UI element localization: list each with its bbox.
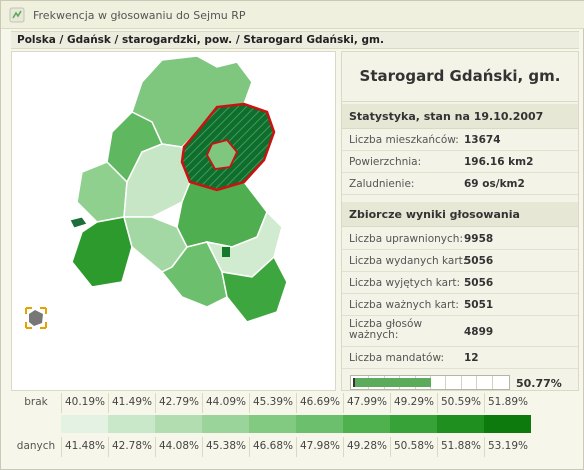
town-marker[interactable] <box>222 247 230 257</box>
legend-color-swatch <box>437 415 484 433</box>
result-label: Liczba ważnych kart: <box>349 299 459 311</box>
map-area[interactable] <box>11 51 336 391</box>
progress-tick <box>460 376 462 389</box>
turnout-percent: 50.77% <box>516 377 562 390</box>
legend-to-value: 45.38% <box>202 437 249 457</box>
results-header: Zbiorcze wyniki głosowania <box>342 202 578 227</box>
legend-from-value: 51.89% <box>484 393 531 413</box>
legend-color-swatch <box>484 415 531 433</box>
legend-color-swatch <box>343 415 390 433</box>
legend-from-value: 50.59% <box>437 393 484 413</box>
legend-side-label-bottom: danych <box>16 440 56 452</box>
legend-to-value: 42.78% <box>108 437 155 457</box>
result-value: 5051 <box>464 299 494 311</box>
zoom-out-icon[interactable] <box>25 307 47 329</box>
legend-from-value: 47.99% <box>343 393 390 413</box>
result-value: 4899 <box>464 326 494 338</box>
region-map[interactable] <box>12 52 335 390</box>
turnout-progress-fill <box>353 378 431 387</box>
result-label: Liczba mandatów: <box>349 352 444 364</box>
legend-to-value: 46.68% <box>249 437 296 457</box>
stat-row-population: Liczba mieszkańców: 13674 <box>342 130 578 151</box>
legend-from-value: 46.69% <box>296 393 343 413</box>
result-label: Liczba głosów ważnych: <box>349 318 423 341</box>
region-east-central[interactable] <box>176 181 268 248</box>
stat-row-density: Zaludnienie: 69 os/km2 <box>342 174 578 195</box>
legend-to-value: 41.48% <box>61 437 108 457</box>
stats-header: Statystyka, stan na 19.10.2007 <box>342 104 578 129</box>
legend-color-swatch <box>202 415 249 433</box>
region-southeast[interactable] <box>221 255 288 323</box>
progress-tick <box>491 376 493 389</box>
legend-color-swatch <box>108 415 155 433</box>
stat-value: 196.16 km2 <box>464 156 534 168</box>
result-value: 5056 <box>464 255 494 267</box>
legend-side-label-top: brak <box>24 396 48 408</box>
result-value: 5056 <box>464 277 494 289</box>
result-row-valid-cards: Liczba ważnych kart: 5051 <box>342 295 578 316</box>
details-panel: Starogard Gdański, gm. Statystyka, stan … <box>341 51 579 391</box>
legend-from-value: 40.19% <box>61 393 108 413</box>
legend-from-value: 45.39% <box>249 393 296 413</box>
legend-swatch-row <box>61 415 531 435</box>
legend-to-value: 44.08% <box>155 437 202 457</box>
legend-from-value: 44.09% <box>202 393 249 413</box>
legend-from-value: 42.79% <box>155 393 202 413</box>
window-title: Frekwencja w głosowaniu do Sejmu RP <box>33 9 246 22</box>
turnout-progress-bar <box>350 375 510 390</box>
legend-color-swatch <box>296 415 343 433</box>
stat-label: Zaludnienie: <box>349 178 415 190</box>
legend-from-row: 40.19% 41.49% 42.79% 44.09% 45.39% 46.69% 47.9… <box>61 393 529 413</box>
area-name: Starogard Gdański, gm. <box>342 52 578 102</box>
stat-label: Liczba mieszkańców: <box>349 134 459 146</box>
selected-region-enclave[interactable] <box>205 138 239 170</box>
result-label: Liczba uprawnionych: <box>349 233 463 245</box>
result-value: 12 <box>464 352 479 364</box>
legend-color-swatch <box>249 415 296 433</box>
result-label: Liczba wyjętych kart: <box>349 277 461 289</box>
result-row-eligible: Liczba uprawnionych: 9958 <box>342 229 578 250</box>
legend-color-swatch <box>61 415 108 433</box>
color-legend: brak danych 40.19% 41.49% 42.79% 44.09% 45.3… <box>11 393 579 463</box>
legend-to-value: 47.98% <box>296 437 343 457</box>
progress-tick <box>476 376 478 389</box>
legend-from-value: 41.49% <box>108 393 155 413</box>
stat-row-area: Powierzchnia: 196.16 km2 <box>342 152 578 173</box>
legend-to-row: 41.48% 42.78% 44.08% 45.38% 46.68% 47.98% 49.2… <box>61 437 529 457</box>
result-row-mandates: Liczba mandatów: 12 <box>342 348 578 369</box>
legend-to-value: 50.58% <box>390 437 437 457</box>
result-row-valid-votes: Liczba głosów ważnych: 4899 <box>342 317 578 347</box>
result-label: Liczba wydanych kart: <box>349 255 467 267</box>
legend-to-value: 49.28% <box>343 437 390 457</box>
legend-color-swatch <box>155 415 202 433</box>
legend-to-value: 53.19% <box>484 437 531 457</box>
app-logo-icon <box>9 7 25 23</box>
breadcrumb[interactable]: Polska / Gdańsk / starogardzki, pow. / S… <box>11 31 579 49</box>
title-bar: Frekwencja w głosowaniu do Sejmu RP <box>1 1 584 29</box>
west-enclave[interactable] <box>69 216 88 229</box>
legend-from-value: 49.29% <box>390 393 437 413</box>
result-value: 9958 <box>464 233 494 245</box>
region-southwest[interactable] <box>71 216 133 288</box>
stat-value: 69 os/km2 <box>464 178 525 190</box>
stat-label: Powierzchnia: <box>349 156 422 168</box>
legend-color-swatch <box>390 415 437 433</box>
result-row-removed-cards: Liczba wyjętych kart: 5056 <box>342 273 578 294</box>
progress-tick <box>445 376 447 389</box>
turnout-progress-marker <box>353 378 355 387</box>
stat-value: 13674 <box>464 134 501 146</box>
result-row-issued-cards: Liczba wydanych kart: 5056 <box>342 251 578 272</box>
legend-to-value: 51.88% <box>437 437 484 457</box>
